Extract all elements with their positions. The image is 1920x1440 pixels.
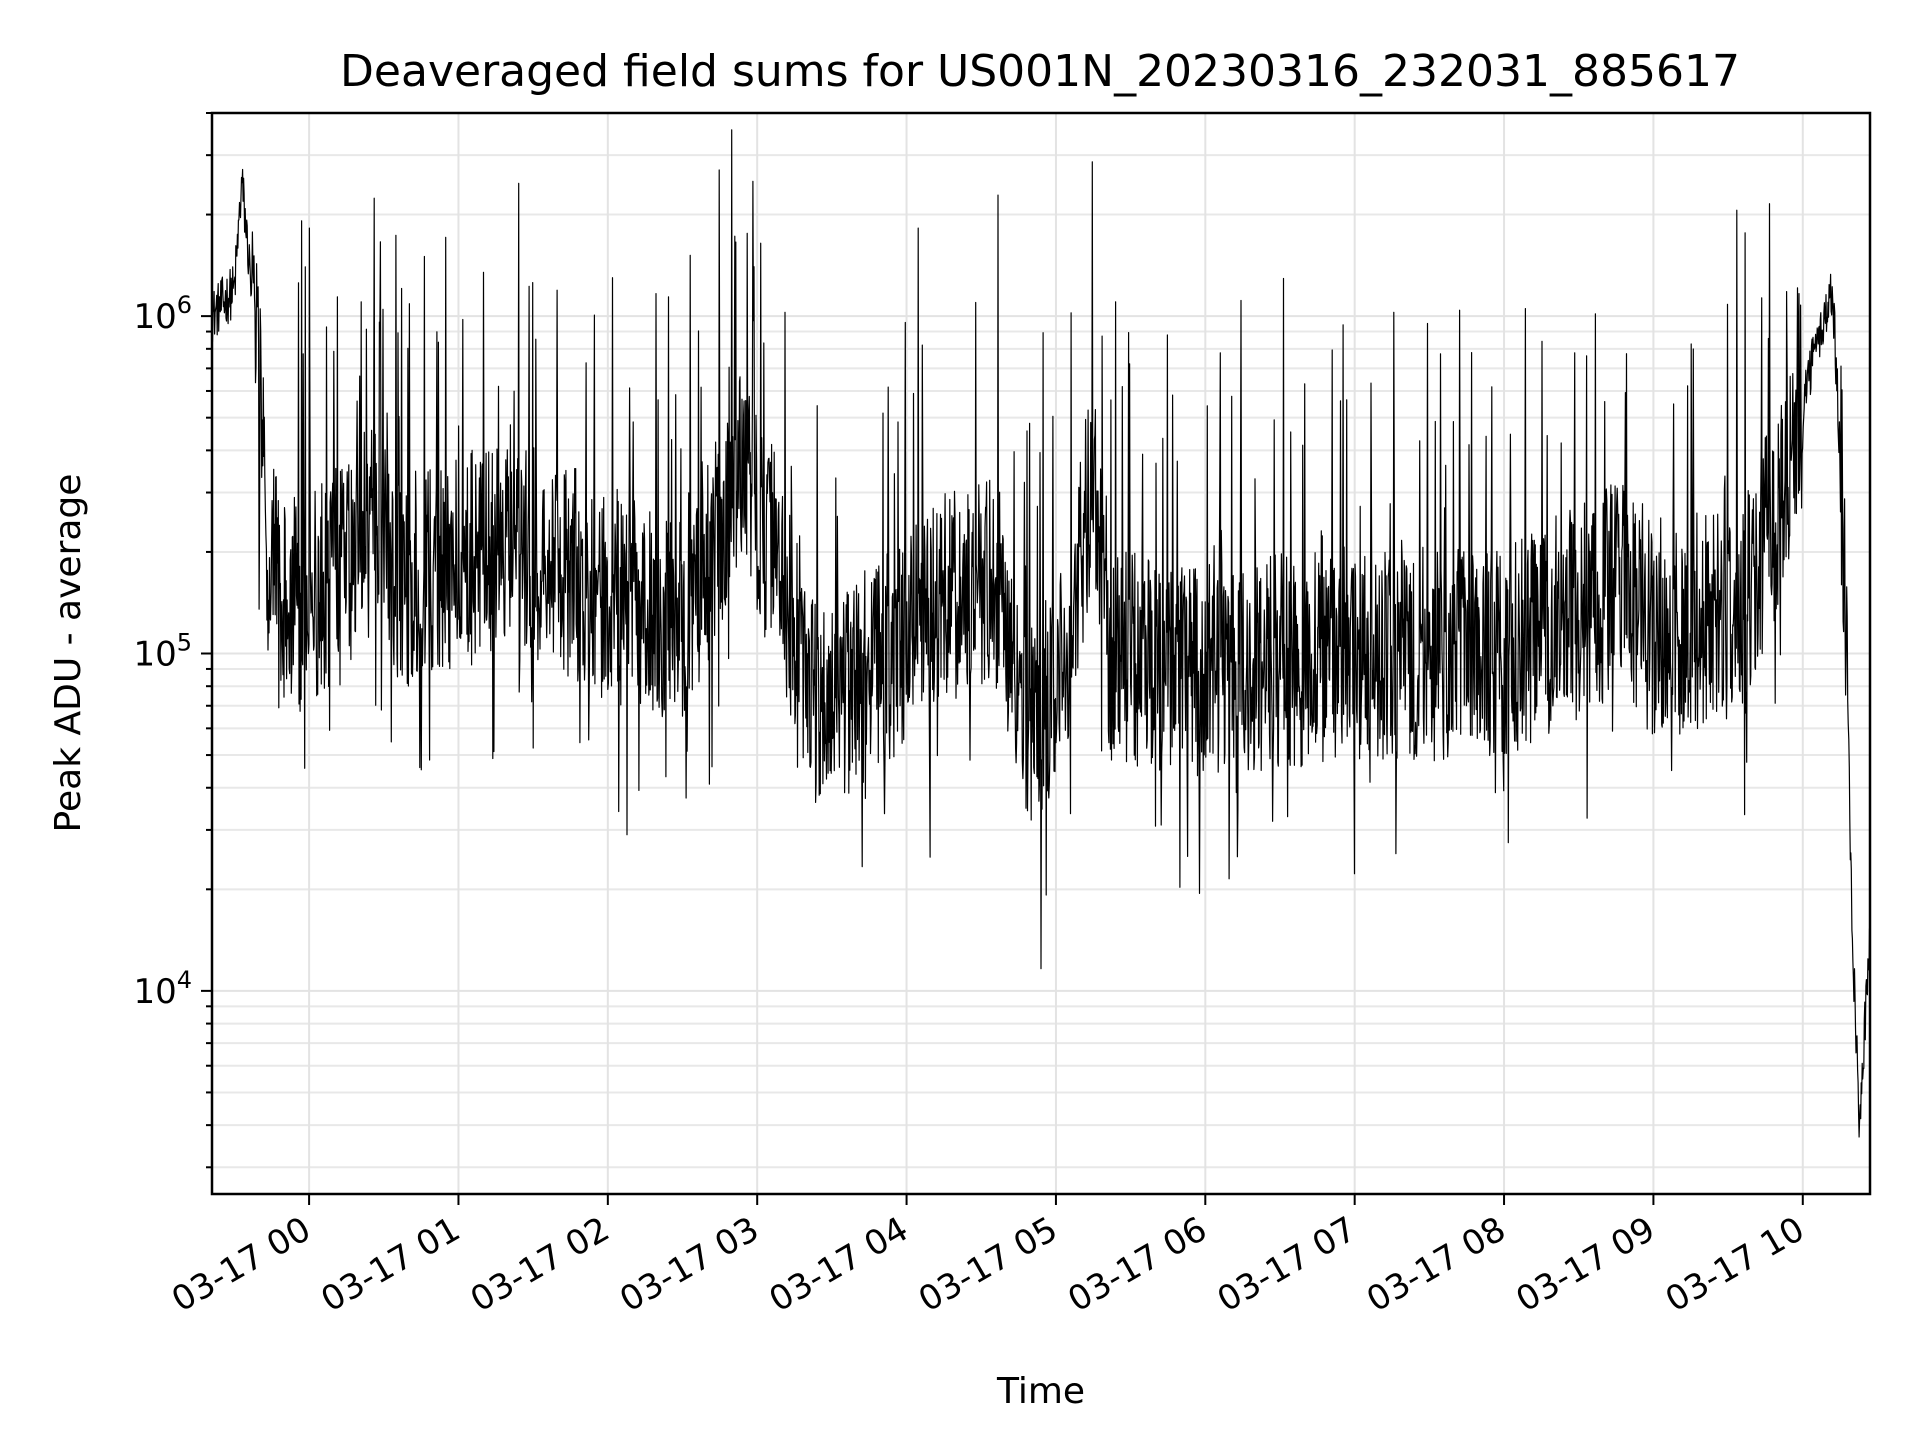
y-tick-label: 105	[133, 629, 192, 675]
chart-title: Deaveraged field sums for US001N_2023031…	[340, 46, 1740, 97]
x-axis-label: Time	[996, 1371, 1085, 1412]
y-axis-label: Peak ADU - average	[48, 474, 89, 833]
series-line	[211, 129, 1871, 1138]
y-tick-label: 104	[133, 966, 192, 1012]
series-layer	[211, 129, 1871, 1138]
y-tick-label: 106	[133, 291, 192, 337]
